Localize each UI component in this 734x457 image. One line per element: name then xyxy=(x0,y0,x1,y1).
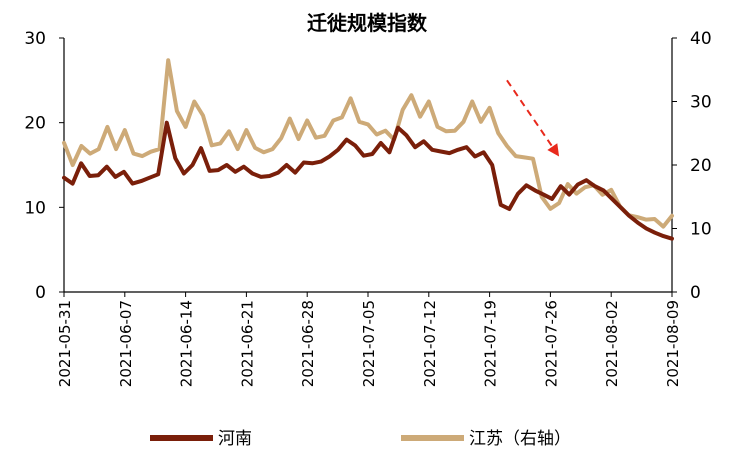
gridlines-and-axes xyxy=(59,37,677,297)
left-y-tick-label: 10 xyxy=(24,198,46,218)
x-tick-label: 2021-06-14 xyxy=(178,300,196,387)
legend: 河南 江苏（右轴） xyxy=(150,429,571,449)
x-tick-label: 2021-07-12 xyxy=(421,300,439,387)
x-tick-label: 2021-07-26 xyxy=(542,300,560,387)
x-tick-label: 2021-07-19 xyxy=(482,300,500,387)
right-y-tick-label: 30 xyxy=(690,93,712,113)
right-y-tick-label: 0 xyxy=(690,283,701,303)
left-y-tick-label: 0 xyxy=(35,283,46,303)
x-tick-label: 2021-06-28 xyxy=(299,300,317,387)
right-y-tick-labels: 0 10 20 30 40 xyxy=(690,29,712,303)
trend-arrow-shaft xyxy=(506,79,555,149)
left-y-tick-label: 30 xyxy=(24,29,46,49)
x-tick-label: 2021-06-21 xyxy=(238,300,256,387)
x-tick-label: 2021-08-09 xyxy=(664,300,682,387)
series-line-henan xyxy=(62,120,674,241)
chart-title: 迁徙规模指数 xyxy=(307,11,428,35)
series-line-jiangsu xyxy=(62,58,674,229)
left-y-tick-labels: 0 10 20 30 xyxy=(24,29,46,303)
x-tick-label: 2021-05-31 xyxy=(56,300,74,387)
x-tick-labels: 2021-05-31 2021-06-07 2021-06-14 2021-06-21… xyxy=(56,300,682,387)
right-y-tick-label: 10 xyxy=(690,220,712,240)
series-lines xyxy=(62,58,674,241)
x-tick-label: 2021-07-05 xyxy=(360,300,378,387)
x-tick-label: 2021-08-02 xyxy=(603,300,621,387)
left-y-tick-label: 20 xyxy=(24,114,46,134)
right-y-tick-label: 40 xyxy=(690,29,712,49)
trend-arrow xyxy=(506,79,560,157)
x-tick-label: 2021-06-07 xyxy=(117,300,135,387)
legend-label-henan: 河南 xyxy=(218,429,252,449)
trend-arrow-head xyxy=(547,143,560,157)
legend-label-jiangsu: 江苏（右轴） xyxy=(469,429,571,449)
right-y-tick-label: 20 xyxy=(690,156,712,176)
